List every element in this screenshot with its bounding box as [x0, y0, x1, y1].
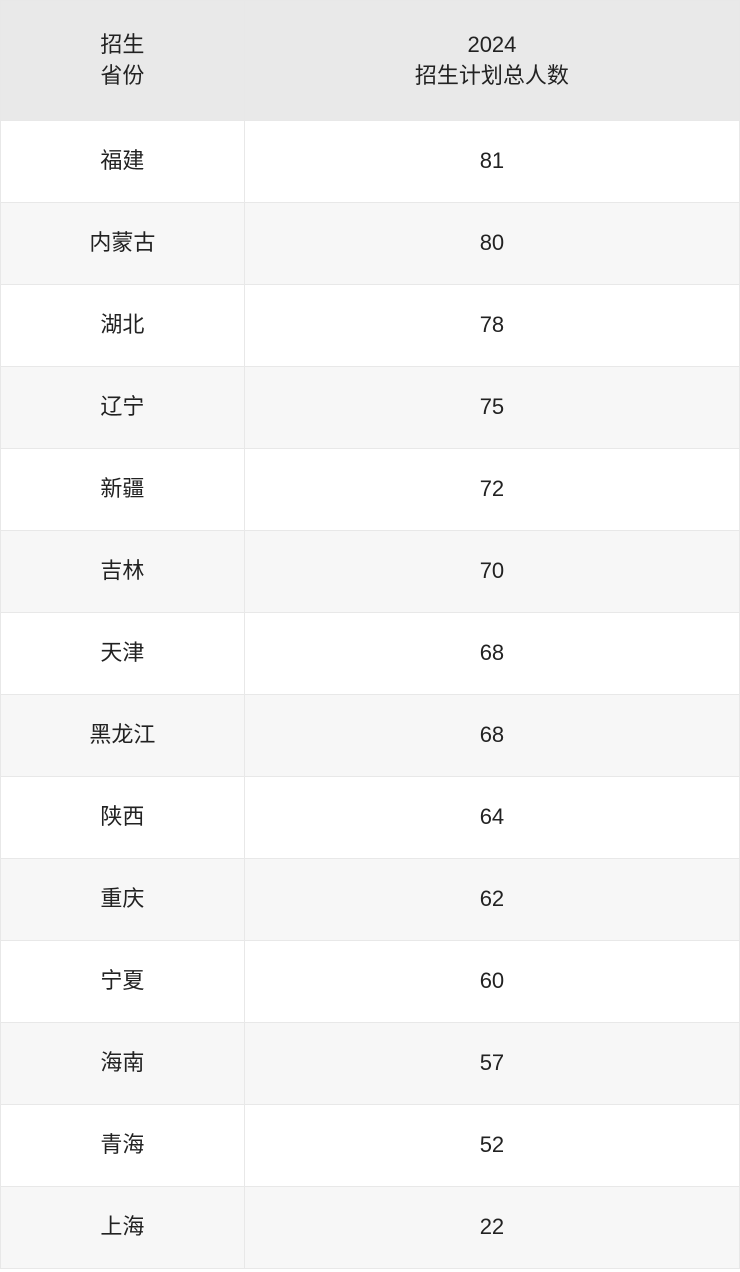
header-province-line2: 省份 [9, 61, 236, 92]
cell-count: 64 [244, 777, 739, 859]
header-province-line1: 招生 [9, 30, 236, 61]
table-body: 福建 81 内蒙古 80 湖北 78 辽宁 75 新疆 72 吉林 70 天津 … [1, 121, 740, 1269]
table-row: 宁夏 60 [1, 941, 740, 1023]
table-row: 上海 22 [1, 1187, 740, 1269]
enrollment-table: 招生 省份 2024 招生计划总人数 福建 81 内蒙古 80 湖北 78 辽宁… [0, 0, 740, 1269]
cell-province: 宁夏 [1, 941, 245, 1023]
cell-province: 湖北 [1, 285, 245, 367]
cell-count: 62 [244, 859, 739, 941]
table-row: 福建 81 [1, 121, 740, 203]
cell-count: 80 [244, 203, 739, 285]
cell-province: 福建 [1, 121, 245, 203]
header-province: 招生 省份 [1, 1, 245, 121]
cell-count: 70 [244, 531, 739, 613]
cell-count: 81 [244, 121, 739, 203]
cell-province: 新疆 [1, 449, 245, 531]
header-count-line1: 2024 [253, 30, 731, 61]
table-row: 新疆 72 [1, 449, 740, 531]
table-row: 海南 57 [1, 1023, 740, 1105]
cell-province: 青海 [1, 1105, 245, 1187]
table-row: 湖北 78 [1, 285, 740, 367]
cell-province: 重庆 [1, 859, 245, 941]
cell-count: 75 [244, 367, 739, 449]
cell-count: 68 [244, 695, 739, 777]
cell-count: 78 [244, 285, 739, 367]
cell-province: 陕西 [1, 777, 245, 859]
table-row: 重庆 62 [1, 859, 740, 941]
cell-count: 52 [244, 1105, 739, 1187]
cell-province: 吉林 [1, 531, 245, 613]
table-row: 吉林 70 [1, 531, 740, 613]
cell-province: 天津 [1, 613, 245, 695]
header-count-line2: 招生计划总人数 [253, 61, 731, 92]
table-header-row: 招生 省份 2024 招生计划总人数 [1, 1, 740, 121]
table-row: 青海 52 [1, 1105, 740, 1187]
table-row: 天津 68 [1, 613, 740, 695]
cell-province: 黑龙江 [1, 695, 245, 777]
table-row: 内蒙古 80 [1, 203, 740, 285]
cell-count: 60 [244, 941, 739, 1023]
cell-count: 57 [244, 1023, 739, 1105]
cell-count: 22 [244, 1187, 739, 1269]
cell-province: 辽宁 [1, 367, 245, 449]
table-row: 陕西 64 [1, 777, 740, 859]
cell-province: 海南 [1, 1023, 245, 1105]
cell-count: 68 [244, 613, 739, 695]
cell-province: 上海 [1, 1187, 245, 1269]
header-count: 2024 招生计划总人数 [244, 1, 739, 121]
cell-province: 内蒙古 [1, 203, 245, 285]
cell-count: 72 [244, 449, 739, 531]
table-row: 辽宁 75 [1, 367, 740, 449]
table-row: 黑龙江 68 [1, 695, 740, 777]
